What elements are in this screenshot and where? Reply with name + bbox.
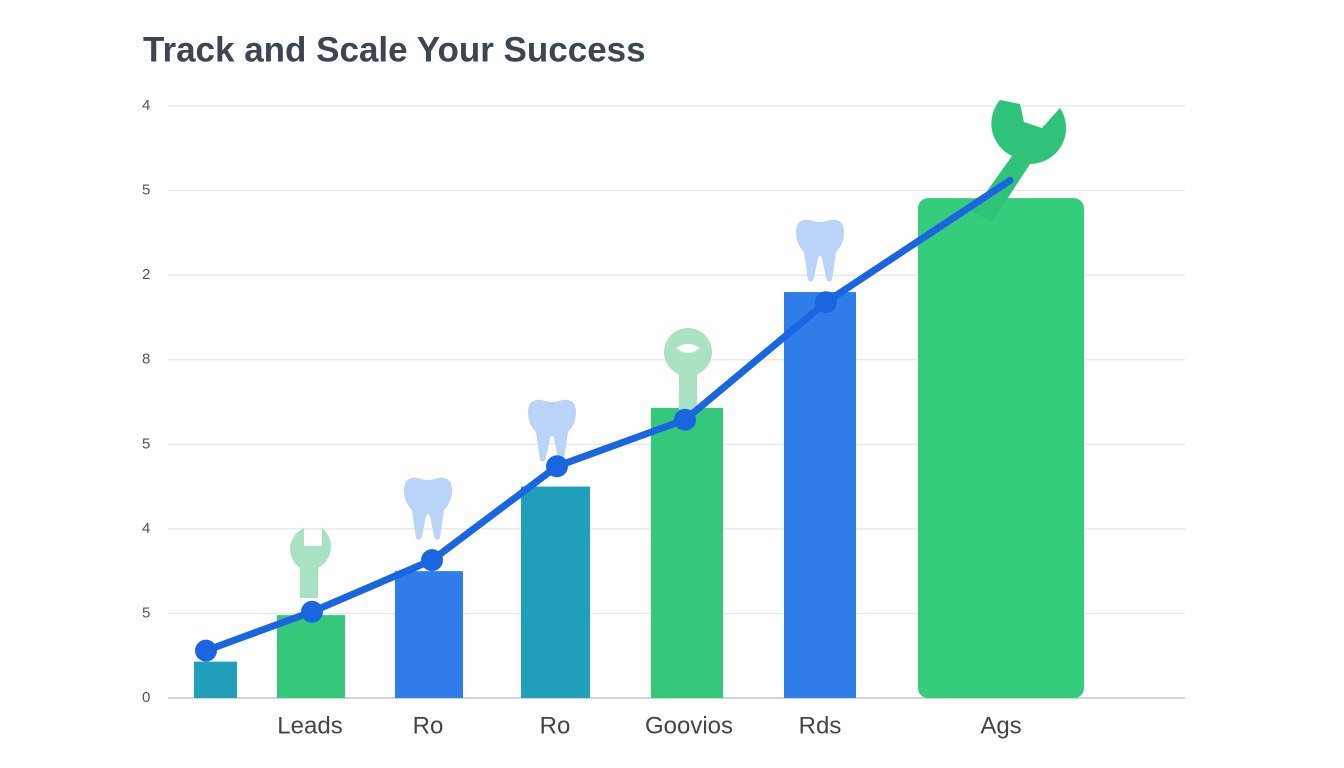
bar bbox=[395, 571, 463, 698]
y-tick-label: 4 bbox=[142, 520, 150, 537]
wrench-icon bbox=[289, 328, 712, 598]
line-marker bbox=[421, 549, 443, 572]
bar bbox=[918, 198, 1084, 698]
y-tick-label: 5 bbox=[142, 435, 150, 452]
icon-detail bbox=[676, 344, 700, 353]
bar bbox=[651, 407, 723, 698]
y-tick-label: 4 bbox=[142, 97, 150, 114]
bar bbox=[784, 292, 856, 698]
x-tick-label: Ro bbox=[413, 712, 444, 739]
y-tick-label: 5 bbox=[142, 604, 150, 621]
x-tick-label: Ags bbox=[980, 712, 1021, 739]
bar bbox=[521, 486, 590, 698]
x-tick-label: Leads bbox=[277, 712, 342, 739]
tooth-icon bbox=[404, 219, 844, 540]
bar bbox=[277, 615, 345, 698]
line-marker bbox=[674, 408, 696, 431]
bar bbox=[194, 661, 237, 698]
line-marker bbox=[301, 600, 323, 623]
line bbox=[202, 176, 1014, 655]
x-tick-label: Rds bbox=[799, 712, 842, 739]
line-marker bbox=[546, 455, 568, 478]
line-marker bbox=[195, 639, 217, 662]
y-tick-label: 0 bbox=[142, 689, 150, 706]
line-marker bbox=[815, 291, 837, 314]
chart-title: Track and Scale Your Success bbox=[143, 30, 646, 69]
y-tick-label: 8 bbox=[142, 351, 150, 368]
y-tick-label: 2 bbox=[142, 266, 150, 283]
y-tick-label: 5 bbox=[142, 182, 150, 199]
x-tick-label: Goovios bbox=[645, 712, 733, 739]
x-tick-label: Ro bbox=[540, 712, 571, 739]
